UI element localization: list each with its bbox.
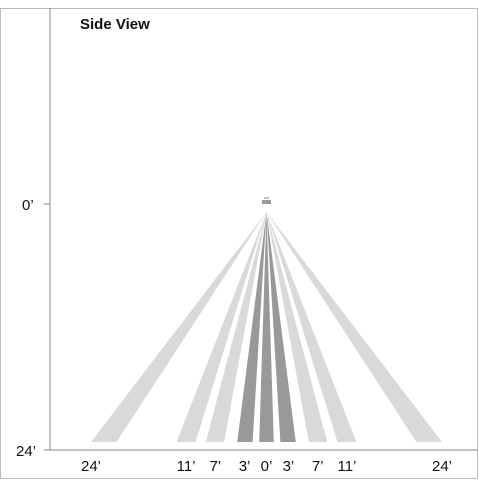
diagram-title: Side View bbox=[80, 16, 150, 33]
beam-3 bbox=[237, 212, 267, 442]
y-tick-label-24: 24’ bbox=[16, 443, 36, 460]
x-tick-label-0: 24’ bbox=[81, 458, 101, 475]
y-tick-label-0: 0’ bbox=[22, 197, 34, 214]
x-tick-label-6: 7’ bbox=[312, 458, 324, 475]
x-tick-label-5: 3’ bbox=[283, 458, 295, 475]
x-tick-label-1: 11’ bbox=[177, 458, 196, 475]
beam-8 bbox=[266, 212, 442, 442]
x-axis-labels: 24’ 11’ 7’ 3’ 0’ 3’ 7’ 11’ 24’ bbox=[81, 458, 452, 475]
beam-7 bbox=[266, 212, 357, 442]
beam-2 bbox=[205, 212, 267, 442]
outer-frame bbox=[0, 8, 478, 479]
x-tick-label-7: 11’ bbox=[337, 458, 356, 475]
beam-group bbox=[91, 212, 442, 442]
x-tick-label-3: 3’ bbox=[239, 458, 251, 475]
beam-6 bbox=[266, 212, 328, 442]
x-tick-label-8: 24’ bbox=[432, 458, 452, 475]
x-tick-label-2: 7’ bbox=[209, 458, 221, 475]
beam-1 bbox=[176, 212, 267, 442]
beam-4 bbox=[259, 212, 274, 442]
x-tick-label-4: 0’ bbox=[261, 458, 273, 475]
beam-5 bbox=[266, 212, 296, 442]
sensor-icon bbox=[262, 197, 271, 204]
beam-0 bbox=[91, 212, 267, 442]
